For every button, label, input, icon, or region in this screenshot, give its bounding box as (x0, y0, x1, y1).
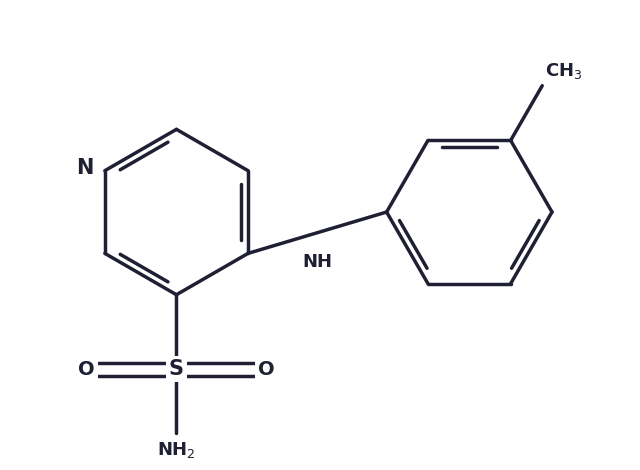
Text: CH$_3$: CH$_3$ (545, 61, 582, 81)
Text: N: N (76, 158, 93, 179)
Text: S: S (169, 360, 184, 379)
Text: NH$_2$: NH$_2$ (157, 440, 196, 460)
Text: O: O (78, 360, 95, 379)
Text: O: O (258, 360, 275, 379)
Text: NH: NH (302, 253, 332, 271)
